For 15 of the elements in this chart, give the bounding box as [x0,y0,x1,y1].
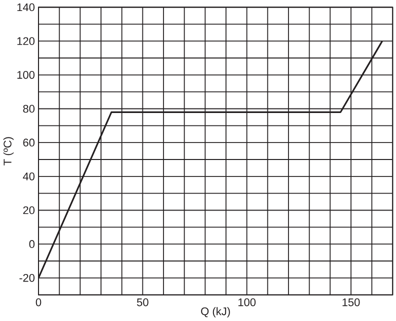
x-tick-label: 0 [36,298,42,306]
y-tick-label: 120 [17,37,35,46]
x-axis-title: Q (kJ) [201,307,230,318]
x-tick-label: 100 [238,298,256,306]
y-tick-label: 100 [17,71,35,79]
y-tick-label: -20 [19,274,35,282]
y-tick-label: 80 [23,104,35,113]
x-tick-label: 50 [136,298,148,306]
y-axis-title: T (ºC) [3,137,14,166]
x-tick-label: 150 [342,298,360,306]
y-tick-label: 0 [29,240,35,248]
y-tick-label: 40 [22,172,35,180]
y-tick-label: 20 [23,206,35,214]
y-tick-label: 140 [17,4,35,12]
y-tick-label: 60 [23,138,35,147]
